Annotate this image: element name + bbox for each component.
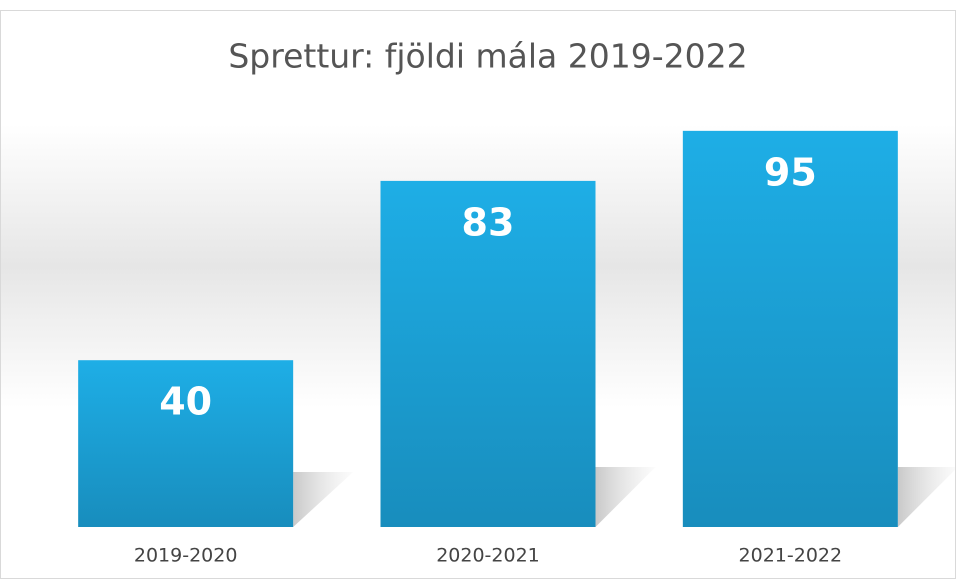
value-label: 40 <box>159 380 212 424</box>
x-tick-label: 2020-2021 <box>436 545 540 567</box>
x-tick-label: 2021-2022 <box>739 545 843 567</box>
bar-shadow <box>897 467 956 527</box>
bar-shadow <box>595 467 656 527</box>
bar <box>78 360 294 527</box>
chart-title: Sprettur: fjöldi mála 2019-2022 <box>228 37 747 76</box>
value-label: 95 <box>764 150 817 194</box>
bar <box>682 130 898 527</box>
bar-shadow <box>293 471 354 527</box>
value-label: 83 <box>462 200 515 244</box>
bar <box>380 180 596 527</box>
x-tick-label: 2019-2020 <box>134 545 238 567</box>
